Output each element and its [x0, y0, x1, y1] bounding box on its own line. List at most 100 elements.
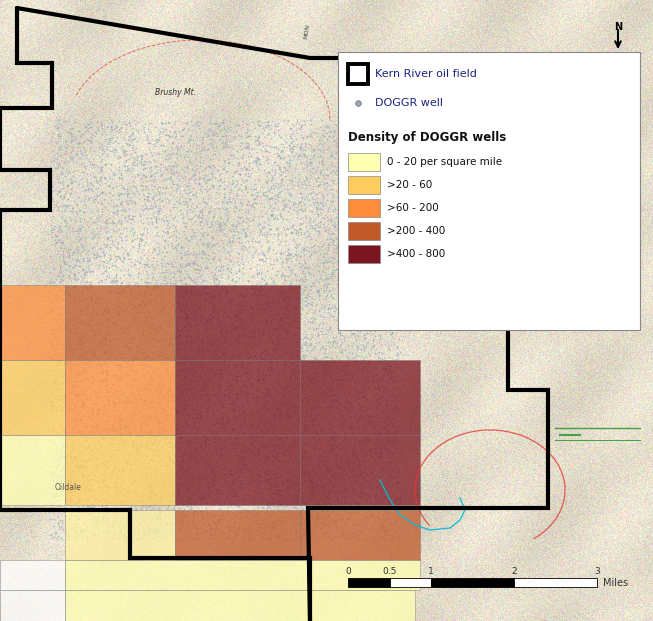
Point [358, 297, 369, 307]
Point [215, 365, 225, 374]
Point [131, 446, 142, 456]
Point [356, 527, 366, 537]
Bar [338, 52, 640, 330]
Point [16, 134, 26, 144]
Point [164, 459, 174, 469]
Point [65, 365, 75, 374]
Point [217, 330, 227, 340]
Point [370, 492, 380, 502]
Point [65, 124, 75, 134]
Point [254, 374, 264, 384]
Point [112, 122, 122, 132]
Point [223, 203, 233, 213]
Point [74, 231, 84, 241]
Point [188, 120, 199, 130]
Point [360, 312, 371, 322]
Point [196, 390, 206, 400]
Point [53, 470, 63, 480]
Point [311, 330, 322, 340]
Point [61, 186, 72, 196]
Point [86, 89, 96, 99]
Point [208, 233, 218, 243]
Point [238, 189, 249, 199]
Point [20, 243, 30, 253]
Point [422, 524, 433, 533]
Point [319, 285, 329, 295]
Point [236, 512, 247, 522]
Point [24, 482, 34, 492]
Point [231, 349, 242, 359]
Point [392, 420, 403, 430]
Point [119, 223, 129, 233]
Point [381, 160, 391, 170]
Point [241, 230, 251, 240]
Point [221, 505, 232, 515]
Point [341, 304, 351, 314]
Point [214, 219, 224, 229]
Point [83, 442, 93, 452]
Point [392, 421, 403, 431]
Point [168, 243, 178, 253]
Point [320, 183, 330, 193]
Point [269, 255, 279, 265]
Point [286, 340, 296, 350]
Point [219, 180, 229, 190]
Point [83, 483, 93, 493]
Point [155, 469, 165, 479]
Point [345, 527, 356, 537]
Point [149, 327, 159, 337]
Point [217, 338, 228, 348]
Point [75, 332, 86, 342]
Point [185, 450, 196, 460]
Point [314, 158, 325, 168]
Point [119, 189, 129, 199]
Point [413, 374, 423, 384]
Point [93, 143, 104, 153]
Point [353, 117, 364, 127]
Point [335, 290, 345, 300]
Point [174, 127, 184, 137]
Point [219, 497, 229, 507]
Point [104, 163, 114, 173]
Point [160, 378, 170, 388]
Point [223, 207, 234, 217]
Point [189, 175, 199, 185]
Point [139, 395, 150, 405]
Point [360, 246, 371, 256]
Point [394, 504, 405, 514]
Point [304, 228, 314, 238]
Point [343, 227, 354, 237]
Point [256, 206, 266, 215]
Point [115, 323, 125, 333]
Point [164, 315, 174, 325]
Point [298, 476, 309, 486]
Point [48, 155, 59, 165]
Point [230, 443, 240, 453]
Point [193, 409, 203, 419]
Point [365, 443, 375, 453]
Point [136, 514, 146, 524]
Point [365, 446, 375, 456]
Point [22, 455, 33, 465]
Point [143, 317, 153, 327]
Point [353, 489, 364, 499]
Point [97, 509, 108, 519]
Point [298, 218, 308, 228]
Point [78, 432, 88, 442]
Point [81, 283, 91, 292]
Point [326, 433, 336, 443]
Point [415, 491, 425, 501]
Point [225, 295, 236, 305]
Point [250, 123, 261, 133]
Point [120, 437, 131, 446]
Point [63, 376, 74, 386]
Point [325, 427, 335, 437]
Point [30, 168, 40, 178]
Point [334, 431, 344, 441]
Point [176, 384, 186, 394]
Point [125, 133, 136, 143]
Point [166, 527, 176, 537]
Point [345, 138, 355, 148]
Point [215, 514, 225, 524]
Point [321, 324, 331, 334]
